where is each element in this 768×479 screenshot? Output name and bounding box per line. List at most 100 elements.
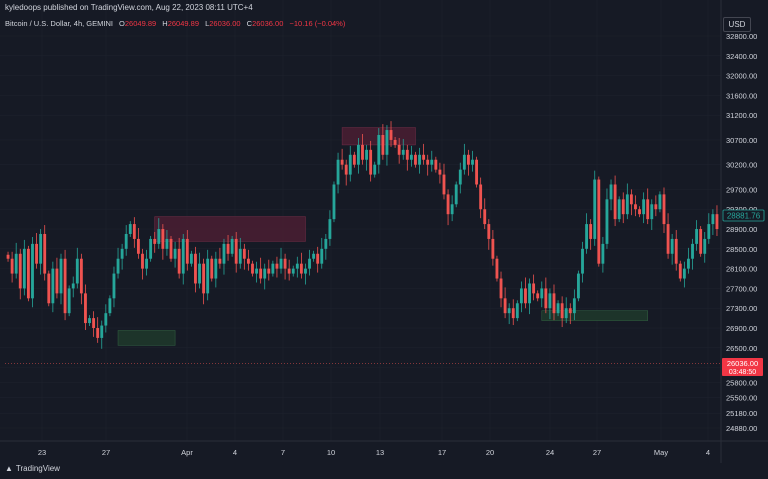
candle-body <box>320 248 324 264</box>
symbol-title[interactable]: Bitcoin / U.S. Dollar, 4h, GEMINI <box>5 19 113 28</box>
candle-body <box>593 179 597 239</box>
tradingview-logo[interactable]: ▲ TradingView <box>5 464 60 473</box>
candle-body <box>304 268 307 274</box>
candle-body <box>348 154 352 175</box>
candle-body <box>572 298 576 314</box>
candle-body <box>246 258 250 264</box>
candle-body <box>642 199 646 215</box>
candle-body <box>446 194 450 215</box>
currency-button[interactable]: USD <box>723 17 751 32</box>
candle-body <box>181 238 185 274</box>
candle-body <box>153 238 157 244</box>
candle-body <box>695 229 699 244</box>
candle-body <box>55 268 59 294</box>
candle-body <box>605 199 609 244</box>
candle-body <box>422 154 426 160</box>
candle-body <box>136 238 140 254</box>
candle-body <box>442 174 446 195</box>
candle-body <box>589 224 593 239</box>
candle-body <box>687 258 690 269</box>
candle-body <box>259 268 263 279</box>
price-tick-label: 28500.00 <box>726 245 757 254</box>
price-tick-label: 28900.00 <box>726 225 757 234</box>
time-tick-label: Apr <box>181 448 193 457</box>
low-value: 26036.00 <box>209 19 241 28</box>
candle-body <box>654 204 658 210</box>
candle-body <box>328 219 332 239</box>
candle-body <box>438 169 442 175</box>
price-zones <box>117 127 648 346</box>
candle-body <box>621 199 625 215</box>
candle-body <box>568 308 572 314</box>
high-label: H <box>162 19 168 28</box>
candle-body <box>524 288 527 304</box>
price-tick-label: 27300.00 <box>726 304 757 313</box>
candle-body <box>145 258 148 269</box>
time-tick-label: 23 <box>38 448 46 457</box>
candle-body <box>385 130 389 155</box>
candle-body <box>104 313 108 326</box>
candle-body <box>678 263 682 279</box>
candle-body <box>499 278 503 299</box>
candle-body <box>715 214 719 230</box>
price-tick-label: 29700.00 <box>726 185 757 194</box>
candle-body <box>585 224 589 249</box>
candle-body <box>340 159 344 165</box>
candle-body <box>124 233 128 249</box>
candle-body <box>670 238 674 254</box>
candle-body <box>495 258 499 279</box>
candle-body <box>18 253 22 289</box>
candle-body <box>707 224 711 239</box>
candle-body <box>120 248 124 259</box>
candle-body <box>544 288 548 309</box>
candle-body <box>230 238 234 254</box>
candle-body <box>10 258 14 274</box>
high-value: 26049.89 <box>167 19 199 28</box>
candle-body <box>552 293 556 314</box>
candle-body <box>332 184 336 220</box>
candle-body <box>536 293 540 299</box>
candle-body <box>491 238 495 259</box>
open-value: 26049.89 <box>124 19 157 28</box>
candle-body <box>471 159 474 165</box>
candle-body <box>35 243 38 264</box>
price-tick-label: 31600.00 <box>726 91 757 100</box>
time-tick-label: 24 <box>546 448 554 457</box>
price-tick-label: 25180.00 <box>726 409 757 418</box>
candle-body <box>14 253 18 274</box>
candle-body <box>409 154 413 160</box>
candle-body <box>646 199 650 220</box>
candle-body <box>393 139 397 145</box>
candle-body <box>711 214 715 225</box>
candle-body <box>316 253 320 264</box>
candle-body <box>515 303 519 319</box>
candle-body <box>173 248 177 259</box>
candle-body <box>308 258 311 269</box>
candle-body <box>405 149 409 160</box>
candle-body <box>96 328 100 338</box>
candle-body <box>666 224 670 254</box>
time-axis[interactable]: 23 27 Apr 4 7 10 13 17 20 24 27 May 4 <box>38 448 710 457</box>
candle-body <box>149 238 153 259</box>
symbol-legend: Bitcoin / U.S. Dollar, 4h, GEMINI O26049… <box>5 19 345 28</box>
candle-body <box>214 258 218 279</box>
candle-body <box>450 204 454 215</box>
candle-body <box>26 248 30 299</box>
price-tick-label: 28100.00 <box>726 265 757 274</box>
candle-body <box>467 154 470 165</box>
price-tick-label: 32800.00 <box>726 32 757 41</box>
candle-body <box>650 204 654 220</box>
candle-body <box>251 263 254 274</box>
candle-body <box>373 164 377 175</box>
candle-body <box>389 130 393 140</box>
candle-body <box>271 263 275 274</box>
time-tick-label: 4 <box>233 448 237 457</box>
chart-grid <box>0 0 721 441</box>
candle-body <box>528 283 531 304</box>
candle-body <box>581 248 584 274</box>
candle-body <box>369 149 373 175</box>
time-tick-label: 10 <box>327 448 335 457</box>
candle-body <box>169 238 173 259</box>
candle-body <box>299 263 303 274</box>
